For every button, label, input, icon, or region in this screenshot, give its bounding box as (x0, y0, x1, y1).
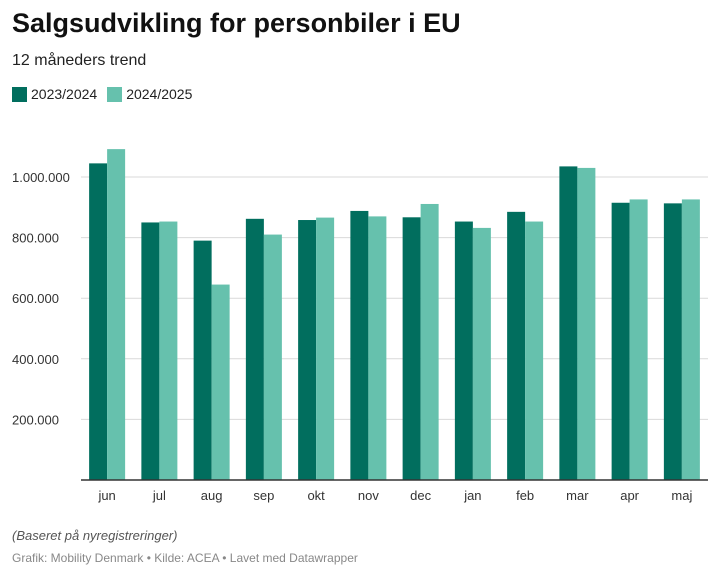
x-tick-label: mar (566, 488, 589, 503)
x-tick-label: feb (516, 488, 534, 503)
bar-2023-2024-aug (193, 240, 212, 480)
x-tick-label: aug (201, 488, 223, 503)
bar-2023-2024-jan (454, 221, 473, 480)
bar-2024-2025-dec (420, 203, 439, 481)
y-tick-label: 400.000 (12, 352, 59, 367)
bar-2024-2025-maj (681, 199, 700, 480)
bar-2024-2025-jul (159, 221, 178, 480)
x-tick-label: jan (463, 488, 481, 503)
bar-2023-2024-maj (663, 203, 682, 480)
bar-2023-2024-jul (141, 222, 160, 480)
x-tick-label: dec (410, 488, 431, 503)
bar-2023-2024-nov (350, 210, 369, 480)
legend-swatch-2024-2025 (107, 86, 123, 102)
bar-2023-2024-apr (611, 202, 630, 480)
chart-note: (Baseret på nyregistreringer) (12, 528, 178, 543)
chart-subtitle: 12 måneders trend (12, 52, 147, 69)
x-tick-label: nov (358, 488, 379, 503)
y-tick-label: 600.000 (12, 291, 59, 306)
bar-2024-2025-nov (368, 216, 387, 480)
chart-legend: 2023/2024 2024/2025 (12, 86, 202, 102)
x-tick-label: apr (620, 488, 639, 503)
legend-label-2023-2024: 2023/2024 (31, 86, 98, 102)
bar-2023-2024-jun (89, 163, 108, 481)
x-tick-label: jul (152, 488, 166, 503)
x-tick-label: maj (671, 488, 692, 503)
y-tick-label: 200.000 (12, 412, 59, 427)
bar-2023-2024-okt (298, 220, 317, 480)
legend-item-2023-2024: 2023/2024 (12, 86, 97, 102)
bar-2023-2024-dec (402, 217, 421, 480)
x-tick-label: sep (253, 488, 274, 503)
chart-title: Salgsudvikling for personbiler i EU (12, 8, 461, 38)
chart-credits: Grafik: Mobility Denmark • Kilde: ACEA •… (12, 551, 358, 565)
bar-2023-2024-mar (559, 166, 578, 480)
y-tick-label: 800.000 (12, 231, 59, 246)
legend-label-2024-2025: 2024/2025 (126, 86, 193, 102)
x-tick-label: okt (307, 488, 325, 503)
bar-2024-2025-apr (629, 199, 648, 480)
bar-2024-2025-jan (472, 227, 491, 480)
legend-item-2024-2025: 2024/2025 (107, 86, 192, 102)
bar-2024-2025-okt (316, 217, 335, 481)
bar-2024-2025-jun (107, 149, 126, 480)
bar-2024-2025-mar (577, 167, 596, 480)
bar-2024-2025-aug (211, 284, 230, 480)
bar-2023-2024-sep (245, 218, 264, 480)
legend-swatch-2023-2024 (12, 86, 27, 102)
bar-2024-2025-sep (263, 234, 282, 480)
bar-2023-2024-feb (507, 211, 526, 480)
y-tick-label: 1.000.000 (12, 170, 70, 185)
bar-2024-2025-feb (525, 221, 544, 480)
x-tick-label: jun (97, 488, 115, 503)
